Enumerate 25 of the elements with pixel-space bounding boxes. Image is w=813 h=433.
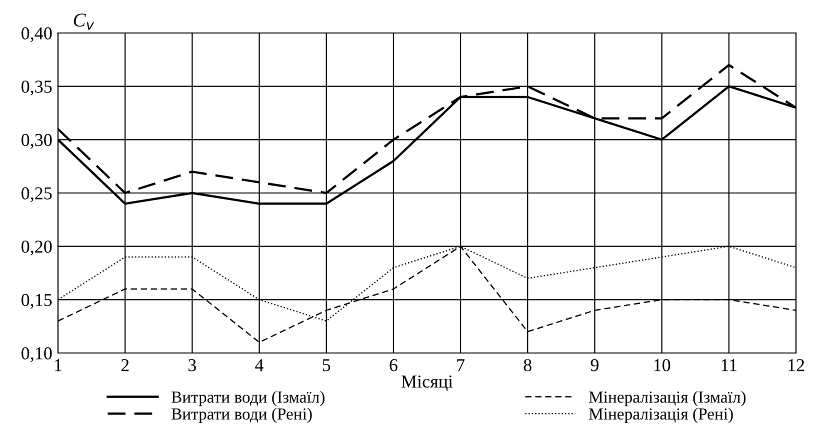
legend-label: Витрати води (Рені)	[172, 408, 312, 423]
x-tick-label: 12	[788, 359, 804, 372]
x-tick-label: 3	[188, 359, 196, 372]
y-tick-label: 0,40	[22, 27, 52, 42]
y-tick-label: 0,10	[22, 347, 52, 362]
legend-label: Витрати води (Ізмаїл)	[172, 391, 324, 406]
x-tick-label: 6	[390, 359, 398, 372]
x-tick-label: 9	[590, 359, 598, 372]
x-tick-label: 10	[654, 359, 670, 372]
legend-label: Мінералізація (Рені)	[589, 408, 733, 423]
y-axis-title: C$_{v}$	[74, 14, 94, 30]
x-tick-label: 2	[121, 359, 129, 372]
x-tick-label: 5	[322, 359, 330, 372]
x-axis-title: Місяці	[401, 376, 453, 391]
x-tick-label: 8	[524, 359, 532, 372]
x-tick-label: 4	[255, 359, 264, 372]
y-tick-label: 0,30	[22, 134, 52, 149]
y-tick-label: 0,20	[22, 240, 52, 256]
x-tick-label: 1	[55, 359, 62, 372]
y-tick-label: 0,15	[22, 294, 52, 309]
x-tick-label: 7	[457, 359, 465, 372]
y-tick-label: 0,35	[22, 80, 52, 96]
x-tick-label: 11	[722, 359, 737, 372]
y-tick-label: 0,25	[22, 187, 52, 202]
legend-label: Мінералізація (Ізмаїл)	[589, 391, 746, 406]
